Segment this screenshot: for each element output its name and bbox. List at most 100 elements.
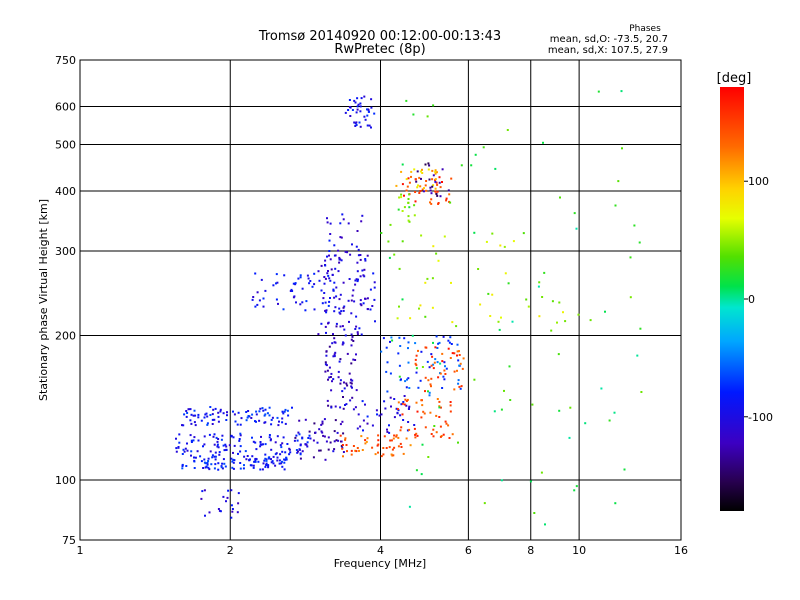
- data-point: [434, 170, 437, 173]
- data-point: [192, 414, 195, 417]
- data-point: [418, 192, 421, 194]
- data-point: [401, 413, 404, 416]
- data-point: [363, 268, 366, 271]
- data-point: [541, 296, 544, 298]
- data-point: [259, 468, 262, 471]
- data-point: [319, 449, 322, 452]
- data-point: [500, 316, 502, 319]
- data-point: [451, 433, 454, 436]
- data-point: [339, 358, 342, 361]
- data-point: [525, 298, 528, 301]
- data-point: [345, 403, 348, 406]
- data-point: [504, 272, 507, 275]
- data-point: [178, 433, 181, 436]
- data-point: [415, 180, 418, 183]
- data-point: [354, 359, 357, 361]
- data-point: [350, 299, 353, 302]
- data-point: [243, 464, 245, 467]
- data-point: [361, 449, 364, 451]
- data-point: [392, 454, 395, 457]
- data-point: [353, 121, 356, 124]
- data-point: [441, 352, 444, 355]
- data-point: [289, 290, 292, 292]
- data-point: [434, 346, 437, 349]
- data-point: [397, 436, 400, 439]
- data-point: [313, 272, 316, 275]
- data-point: [389, 340, 391, 343]
- data-point: [400, 378, 402, 381]
- data-point: [348, 372, 351, 375]
- data-point: [377, 434, 380, 437]
- data-point: [219, 408, 222, 411]
- data-point: [577, 313, 580, 316]
- data-point: [254, 460, 257, 463]
- data-point: [306, 441, 309, 444]
- data-point: [337, 376, 340, 379]
- data-point: [265, 464, 268, 466]
- data-point: [419, 304, 422, 307]
- data-point: [339, 236, 342, 239]
- data-point: [438, 176, 441, 179]
- data-point: [333, 353, 336, 356]
- data-point: [266, 412, 269, 415]
- data-point: [430, 353, 433, 356]
- data-point: [213, 433, 216, 436]
- data-point: [251, 298, 254, 301]
- data-point: [239, 445, 242, 448]
- data-point: [244, 450, 247, 453]
- data-point: [251, 413, 254, 416]
- data-point: [313, 422, 316, 425]
- data-point: [294, 282, 297, 285]
- data-point: [351, 335, 354, 338]
- data-point: [330, 268, 333, 271]
- data-point: [236, 511, 239, 514]
- data-point: [349, 381, 352, 384]
- data-point: [208, 468, 211, 471]
- data-point: [362, 429, 364, 432]
- data-point: [366, 437, 369, 440]
- data-point: [438, 400, 441, 403]
- data-point: [369, 288, 372, 291]
- data-point: [281, 410, 284, 413]
- data-point: [371, 446, 374, 449]
- data-point: [348, 278, 351, 280]
- data-point: [350, 378, 352, 381]
- data-point: [419, 185, 422, 188]
- data-point: [264, 289, 267, 292]
- data-point: [283, 274, 286, 277]
- data-point: [507, 282, 510, 285]
- data-point: [428, 394, 431, 397]
- data-point: [267, 464, 270, 467]
- colorbar-ticks: 100 0 -100: [744, 175, 773, 424]
- data-point: [406, 185, 409, 188]
- data-point: [438, 416, 441, 418]
- data-point: [362, 274, 365, 277]
- data-point: [299, 303, 302, 306]
- colorbar: [720, 87, 744, 511]
- data-point: [239, 432, 242, 435]
- data-point: [200, 419, 203, 422]
- data-point: [417, 386, 420, 389]
- data-point: [339, 325, 342, 328]
- data-point: [441, 360, 444, 363]
- data-point: [447, 347, 450, 350]
- data-point: [450, 281, 452, 284]
- data-point: [190, 450, 193, 453]
- data-point: [333, 254, 336, 257]
- data-point: [258, 419, 261, 422]
- data-point: [350, 453, 353, 456]
- data-point: [356, 333, 359, 336]
- data-point: [376, 413, 378, 416]
- data-point: [342, 341, 345, 344]
- data-point: [362, 419, 365, 422]
- data-point: [298, 419, 301, 422]
- data-point: [364, 118, 367, 121]
- data-point: [328, 239, 331, 242]
- data-point: [415, 371, 418, 374]
- data-point: [177, 446, 180, 449]
- colorbar-label: [deg]: [717, 71, 752, 86]
- data-point: [438, 405, 441, 408]
- data-point: [339, 423, 342, 426]
- data-point: [204, 413, 207, 416]
